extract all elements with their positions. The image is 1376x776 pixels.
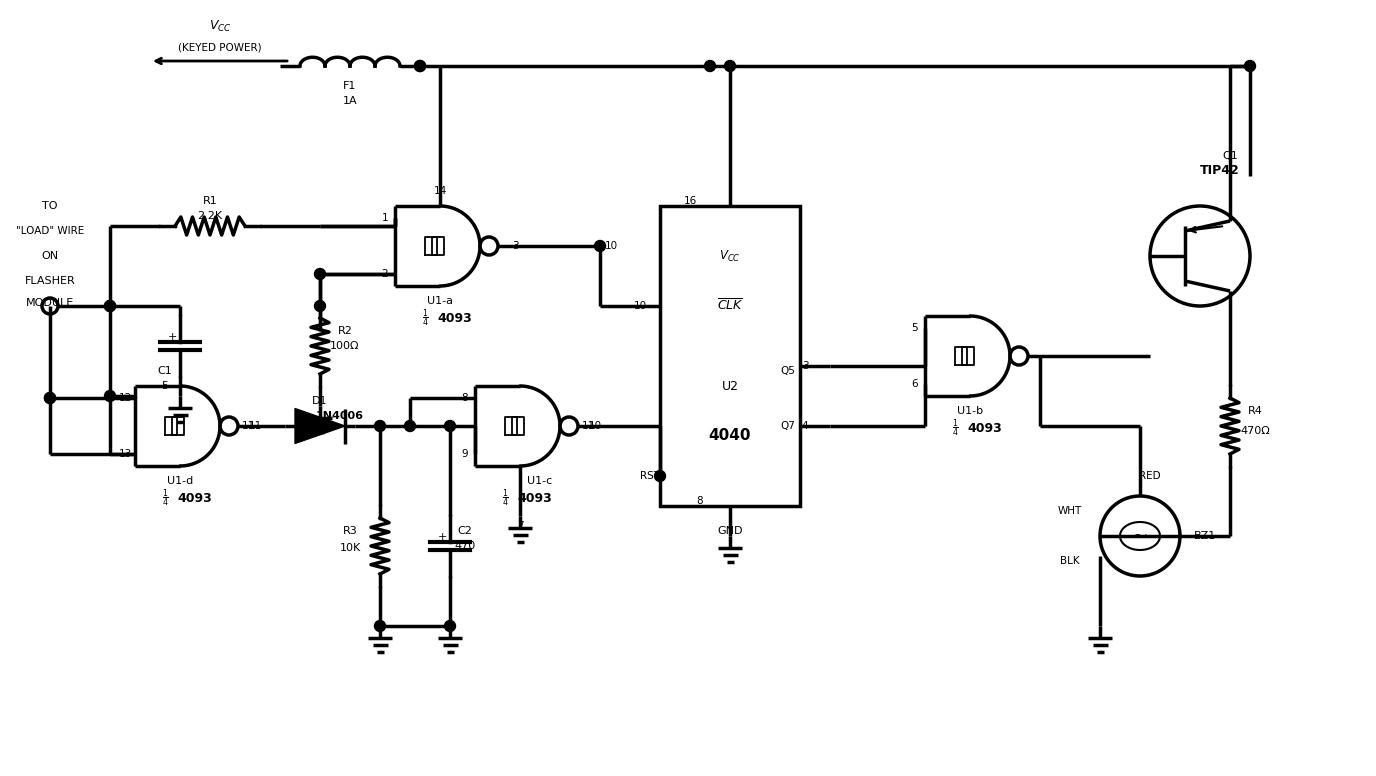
Circle shape bbox=[414, 61, 425, 71]
Text: 470Ω: 470Ω bbox=[1240, 426, 1270, 436]
Circle shape bbox=[414, 61, 425, 71]
Text: 11: 11 bbox=[241, 421, 255, 431]
Text: BZ1: BZ1 bbox=[1194, 531, 1216, 541]
Text: 4093: 4093 bbox=[517, 491, 552, 504]
Circle shape bbox=[444, 621, 455, 632]
Text: 2.2K: 2.2K bbox=[197, 211, 223, 221]
Text: U2: U2 bbox=[721, 379, 739, 393]
Text: U1-b: U1-b bbox=[956, 406, 982, 416]
Text: R4: R4 bbox=[1248, 406, 1262, 416]
Text: 14: 14 bbox=[433, 186, 447, 196]
Text: 9: 9 bbox=[462, 449, 468, 459]
Text: Q5: Q5 bbox=[780, 366, 795, 376]
Text: RST: RST bbox=[640, 471, 660, 481]
Text: 100Ω: 100Ω bbox=[330, 341, 359, 351]
Text: "LOAD" WIRE: "LOAD" WIRE bbox=[17, 226, 84, 236]
Text: 4040: 4040 bbox=[709, 428, 751, 444]
Text: 3: 3 bbox=[512, 241, 519, 251]
Text: 5: 5 bbox=[161, 381, 168, 391]
Circle shape bbox=[594, 241, 605, 251]
Bar bbox=[660, 206, 799, 506]
Text: $V_{CC}$: $V_{CC}$ bbox=[720, 248, 740, 264]
Text: TO: TO bbox=[43, 201, 58, 211]
Text: ON: ON bbox=[41, 251, 59, 261]
Text: 10: 10 bbox=[589, 421, 601, 431]
Circle shape bbox=[44, 393, 55, 404]
Text: 1: 1 bbox=[381, 213, 388, 223]
Text: 4093: 4093 bbox=[967, 421, 1002, 435]
Text: 10: 10 bbox=[605, 241, 618, 251]
Text: 13: 13 bbox=[118, 449, 132, 459]
Text: 4093: 4093 bbox=[178, 491, 212, 504]
Text: C2: C2 bbox=[458, 526, 472, 536]
Text: 6: 6 bbox=[912, 379, 918, 389]
Text: BLK: BLK bbox=[1060, 556, 1080, 566]
Text: GND: GND bbox=[717, 526, 743, 536]
Text: MODULE: MODULE bbox=[26, 298, 74, 308]
Text: 4: 4 bbox=[802, 421, 808, 431]
Text: F1: F1 bbox=[344, 81, 356, 91]
Text: 470: 470 bbox=[454, 541, 476, 551]
Text: 7: 7 bbox=[516, 521, 523, 531]
Text: 1N4006: 1N4006 bbox=[316, 411, 365, 421]
Text: $\frac{1}{4}$: $\frac{1}{4}$ bbox=[952, 417, 959, 438]
Text: 8: 8 bbox=[462, 393, 468, 403]
Text: U1-d: U1-d bbox=[166, 476, 193, 486]
Text: 11: 11 bbox=[582, 421, 594, 431]
Text: 3: 3 bbox=[802, 361, 808, 371]
Text: FLASHER: FLASHER bbox=[25, 276, 76, 286]
Circle shape bbox=[374, 621, 385, 632]
Text: $\frac{1}{4}$: $\frac{1}{4}$ bbox=[421, 307, 428, 329]
Text: 1A: 1A bbox=[343, 96, 358, 106]
Text: +: + bbox=[168, 332, 176, 342]
Text: TIP42: TIP42 bbox=[1200, 165, 1240, 178]
Text: $\frac{1}{4}$: $\frac{1}{4}$ bbox=[501, 487, 509, 509]
Text: 8: 8 bbox=[696, 496, 703, 506]
Circle shape bbox=[705, 61, 716, 71]
Circle shape bbox=[315, 300, 326, 311]
Text: $\overline{CLK}$: $\overline{CLK}$ bbox=[717, 298, 743, 314]
Circle shape bbox=[105, 390, 116, 401]
Circle shape bbox=[105, 300, 116, 311]
Text: R1: R1 bbox=[202, 196, 217, 206]
Text: +: + bbox=[438, 532, 447, 542]
Text: ~: ~ bbox=[1132, 526, 1148, 546]
Circle shape bbox=[374, 421, 385, 431]
Text: RED: RED bbox=[1139, 471, 1161, 481]
Text: Q7: Q7 bbox=[780, 421, 795, 431]
Text: C1: C1 bbox=[158, 366, 172, 376]
Circle shape bbox=[655, 470, 666, 481]
Text: U1-c: U1-c bbox=[527, 476, 553, 486]
Circle shape bbox=[444, 421, 455, 431]
Text: 10K: 10K bbox=[340, 543, 361, 553]
Text: (KEYED POWER): (KEYED POWER) bbox=[178, 43, 261, 53]
Text: D1: D1 bbox=[312, 396, 327, 406]
Text: 10: 10 bbox=[633, 301, 647, 311]
Text: Q1: Q1 bbox=[1222, 151, 1238, 161]
Circle shape bbox=[725, 61, 736, 71]
Text: 11: 11 bbox=[249, 421, 261, 431]
Circle shape bbox=[1244, 61, 1255, 71]
Text: 2: 2 bbox=[381, 269, 388, 279]
Text: R2: R2 bbox=[337, 326, 352, 336]
Text: 16: 16 bbox=[684, 196, 696, 206]
Text: 5: 5 bbox=[912, 323, 918, 333]
Circle shape bbox=[105, 300, 116, 311]
Polygon shape bbox=[294, 408, 345, 444]
Text: WHT: WHT bbox=[1058, 506, 1082, 516]
Text: 12: 12 bbox=[118, 393, 132, 403]
Circle shape bbox=[47, 395, 54, 401]
Circle shape bbox=[315, 268, 326, 279]
Text: R3: R3 bbox=[343, 526, 358, 536]
Text: 4093: 4093 bbox=[438, 311, 472, 324]
Circle shape bbox=[405, 421, 416, 431]
Text: U1-a: U1-a bbox=[427, 296, 453, 306]
Text: $V_{CC}$: $V_{CC}$ bbox=[209, 19, 231, 33]
Circle shape bbox=[44, 393, 55, 404]
Text: $\frac{1}{4}$: $\frac{1}{4}$ bbox=[161, 487, 168, 509]
